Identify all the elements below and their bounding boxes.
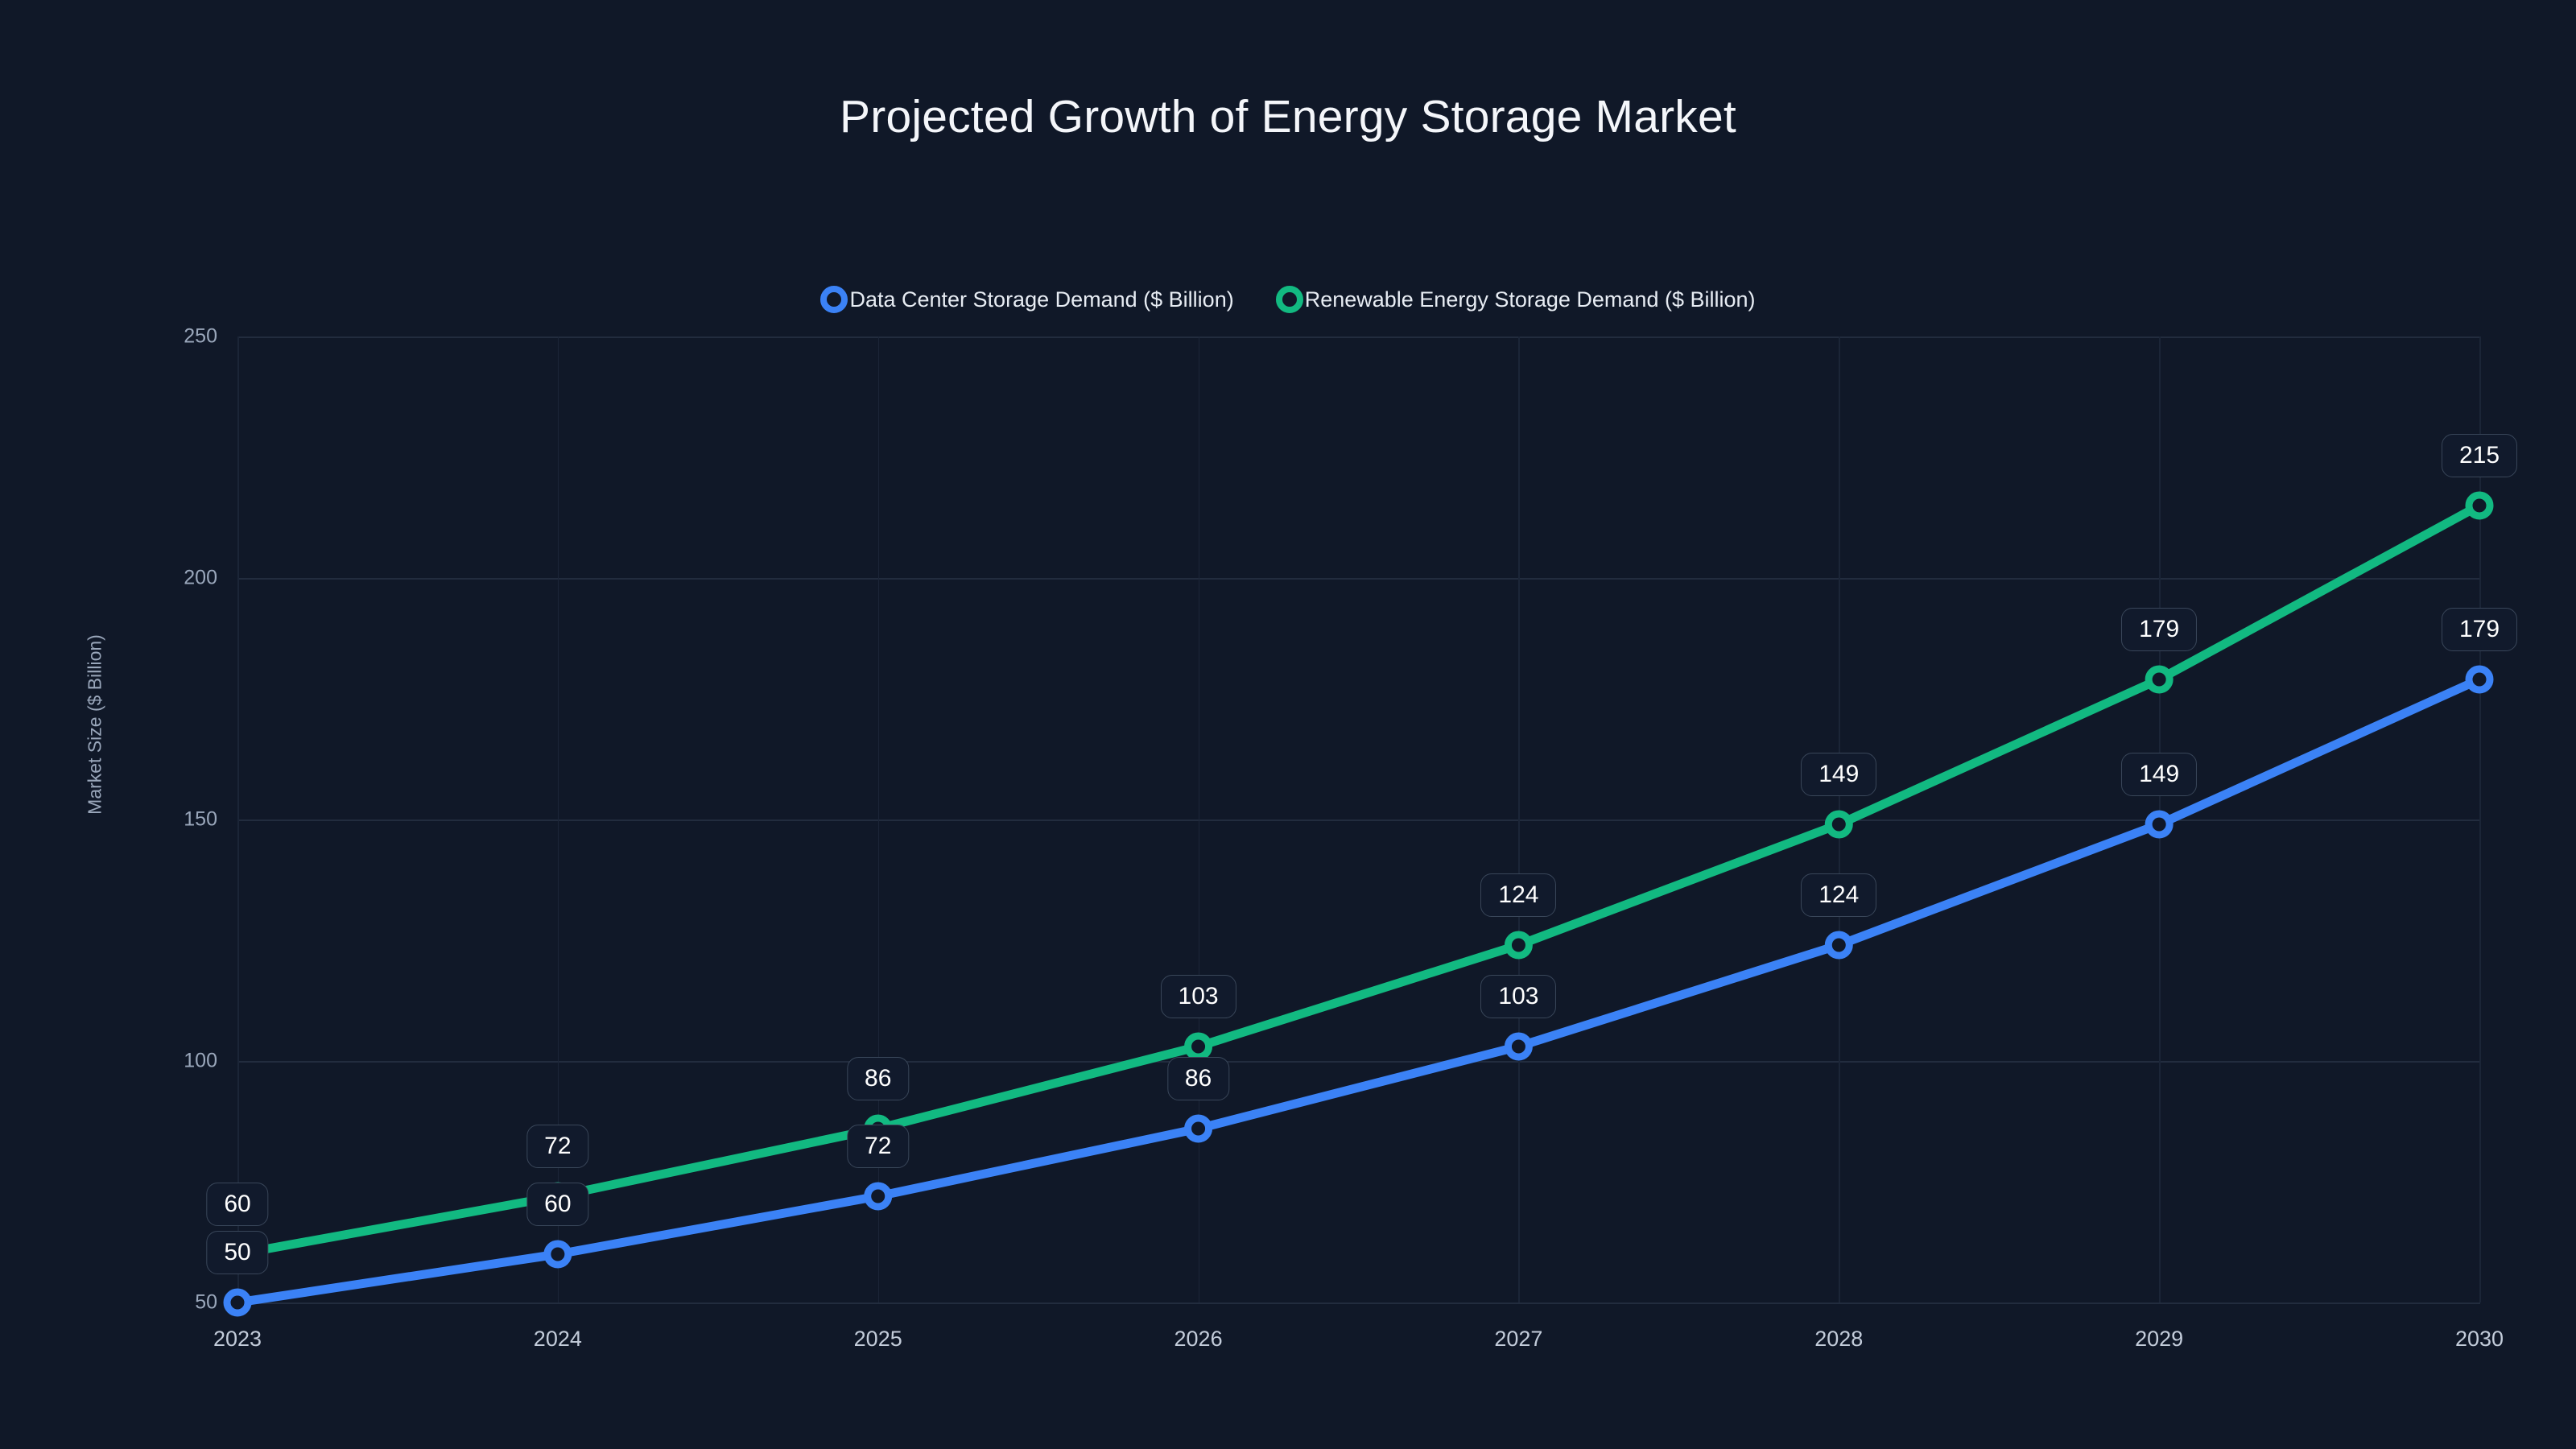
data-point-label-renewable: 179 <box>2121 608 2198 651</box>
series-marker[interactable] <box>1184 1032 1213 1061</box>
legend-item-renewable-energy[interactable]: Renewable Energy Storage Demand ($ Billi… <box>1275 286 1756 313</box>
data-point-label-data-center: 124 <box>1801 873 1877 917</box>
gridline-vertical <box>557 336 559 1302</box>
data-point-label-renewable: 72 <box>526 1125 589 1168</box>
series-marker[interactable] <box>1504 931 1533 960</box>
data-point-label-data-center: 103 <box>1480 975 1557 1018</box>
data-point-label-renewable: 86 <box>847 1057 910 1100</box>
x-axis-tick-label: 2026 <box>1174 1327 1223 1351</box>
gridline-vertical <box>1518 336 1520 1302</box>
x-axis-tick-label: 2028 <box>1814 1327 1864 1351</box>
gridline-vertical <box>877 336 880 1302</box>
chart-legend: Data Center Storage Demand ($ Billion) R… <box>0 286 2576 313</box>
series-line <box>233 675 2484 1307</box>
data-point-label-renewable: 60 <box>206 1183 269 1226</box>
page-title: Projected Growth of Energy Storage Marke… <box>840 91 1736 142</box>
gridline-vertical <box>2479 336 2481 1302</box>
series-marker[interactable] <box>2465 491 2494 520</box>
series-marker[interactable] <box>1504 1032 1533 1061</box>
series-marker[interactable] <box>2465 665 2494 694</box>
y-axis-tick-label: 150 <box>184 807 217 831</box>
circle-open-icon <box>820 286 848 313</box>
data-point-label-data-center: 149 <box>2121 753 2198 796</box>
legend-item-data-center[interactable]: Data Center Storage Demand ($ Billion) <box>820 286 1234 313</box>
data-point-label-renewable: 149 <box>1801 753 1877 796</box>
series-marker[interactable] <box>1824 810 1853 839</box>
data-point-label-data-center: 179 <box>2441 608 2518 651</box>
x-axis-tick-label: 2024 <box>533 1327 582 1351</box>
series-marker[interactable] <box>1184 1114 1213 1143</box>
y-axis-tick-label: 50 <box>195 1290 217 1314</box>
gridline-horizontal <box>237 819 2480 821</box>
y-axis-tick-label: 200 <box>184 566 217 589</box>
gridline-horizontal <box>237 1061 2480 1063</box>
data-point-label-renewable: 215 <box>2441 434 2518 477</box>
data-point-label-data-center: 60 <box>526 1183 589 1226</box>
series-marker[interactable] <box>864 1182 893 1211</box>
gridline-vertical <box>237 336 239 1302</box>
y-axis-tick-label: 250 <box>184 324 217 348</box>
gridline-horizontal <box>237 1302 2480 1304</box>
x-axis-tick-label: 2023 <box>213 1327 262 1351</box>
y-axis-title: Market Size ($ Billion) <box>84 634 105 815</box>
x-axis-tick-label: 2030 <box>2454 1327 2504 1351</box>
series-marker[interactable] <box>1824 931 1853 960</box>
legend-item-label: Data Center Storage Demand ($ Billion) <box>849 287 1234 312</box>
gridline-horizontal <box>237 336 2480 338</box>
series-line <box>233 501 2484 1259</box>
y-axis-tick-label: 100 <box>184 1049 217 1072</box>
data-point-label-data-center: 50 <box>206 1231 269 1274</box>
data-point-label-renewable: 103 <box>1160 975 1236 1018</box>
series-marker[interactable] <box>543 1240 572 1269</box>
circle-open-icon <box>1275 286 1303 313</box>
data-point-label-data-center: 72 <box>847 1125 910 1168</box>
series-marker[interactable] <box>223 1288 252 1317</box>
series-marker[interactable] <box>2145 665 2174 694</box>
x-axis-tick-label: 2025 <box>853 1327 902 1351</box>
data-point-label-data-center: 86 <box>1166 1057 1230 1100</box>
gridline-vertical <box>1198 336 1200 1302</box>
gridline-horizontal <box>237 578 2480 580</box>
x-axis-tick-label: 2029 <box>2135 1327 2184 1351</box>
data-point-label-renewable: 124 <box>1480 873 1557 917</box>
x-axis-tick-label: 2027 <box>1494 1327 1543 1351</box>
legend-item-label: Renewable Energy Storage Demand ($ Billi… <box>1304 287 1756 312</box>
series-marker[interactable] <box>2145 810 2174 839</box>
